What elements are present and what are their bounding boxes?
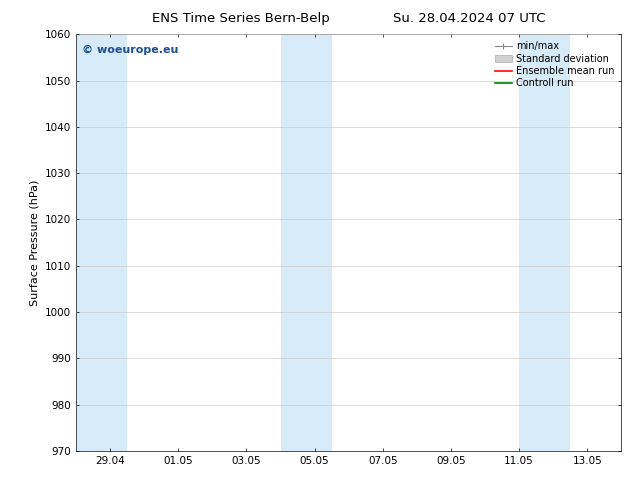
Bar bbox=[280, 34, 332, 451]
Bar bbox=[76, 34, 127, 451]
Y-axis label: Surface Pressure (hPa): Surface Pressure (hPa) bbox=[29, 179, 39, 306]
Text: Su. 28.04.2024 07 UTC: Su. 28.04.2024 07 UTC bbox=[393, 12, 545, 25]
Bar bbox=[519, 34, 570, 451]
Legend: min/max, Standard deviation, Ensemble mean run, Controll run: min/max, Standard deviation, Ensemble me… bbox=[493, 39, 616, 90]
Text: © woeurope.eu: © woeurope.eu bbox=[82, 45, 178, 55]
Text: ENS Time Series Bern-Belp: ENS Time Series Bern-Belp bbox=[152, 12, 330, 25]
